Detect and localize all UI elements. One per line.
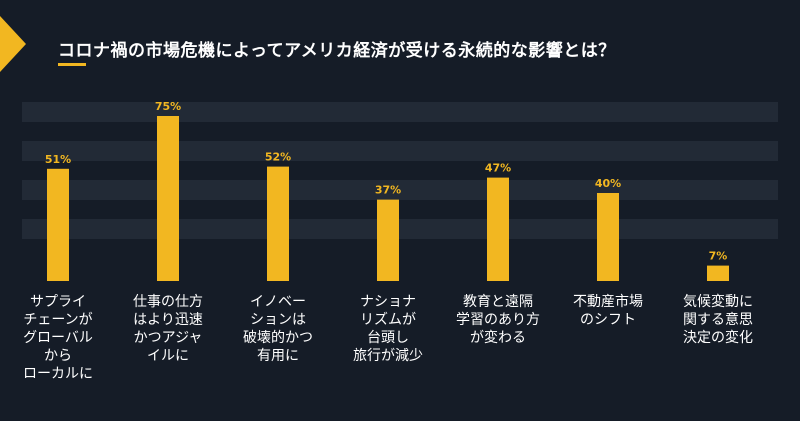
category-label-4: ナショナ リズムが 台頭し 旅行が減少 <box>353 294 423 364</box>
corner-accent-shape <box>0 16 26 72</box>
bars <box>47 116 729 281</box>
bar-7 <box>707 265 729 281</box>
value-label-2: 75% <box>155 100 181 113</box>
bar-3 <box>267 166 289 281</box>
grid-band-3 <box>22 180 778 200</box>
value-label-4: 37% <box>375 184 401 197</box>
bar-6 <box>597 193 619 281</box>
grid-band-2 <box>22 141 778 161</box>
grid-band-1 <box>22 102 778 122</box>
value-label-3: 52% <box>265 151 291 164</box>
value-labels: 51% 75% 52% 37% 47% 40% 7% <box>45 100 728 263</box>
value-label-7: 7% <box>709 250 728 263</box>
category-label-7: 気候変動に 関する意思 決定の変化 <box>683 294 753 346</box>
bar-5 <box>487 177 509 281</box>
value-label-5: 47% <box>485 162 511 175</box>
category-label-5: 教育と遠隔 学習のあり方 が変わる <box>456 294 540 346</box>
value-label-1: 51% <box>45 153 71 166</box>
bar-1 <box>47 168 69 281</box>
bar-4 <box>377 199 399 281</box>
grid-bands <box>22 102 778 239</box>
grid-band-4 <box>22 219 778 239</box>
category-label-1: サプライ チェーンが グローバル から ローカルに <box>23 294 93 382</box>
category-label-3: イノベー ションは 破壊的かつ 有用に <box>243 294 313 364</box>
category-label-2: 仕事の仕方 はより迅速 かつアジャ イルに <box>133 294 203 364</box>
value-label-6: 40% <box>595 177 621 190</box>
title-underline <box>58 63 86 66</box>
chart-title: コロナ禍の市場危機によってアメリカ経済が受ける永続的な影響とは？ <box>58 41 616 61</box>
category-label-6: 不動産市場 のシフト <box>573 294 643 328</box>
bar-2 <box>157 116 179 281</box>
